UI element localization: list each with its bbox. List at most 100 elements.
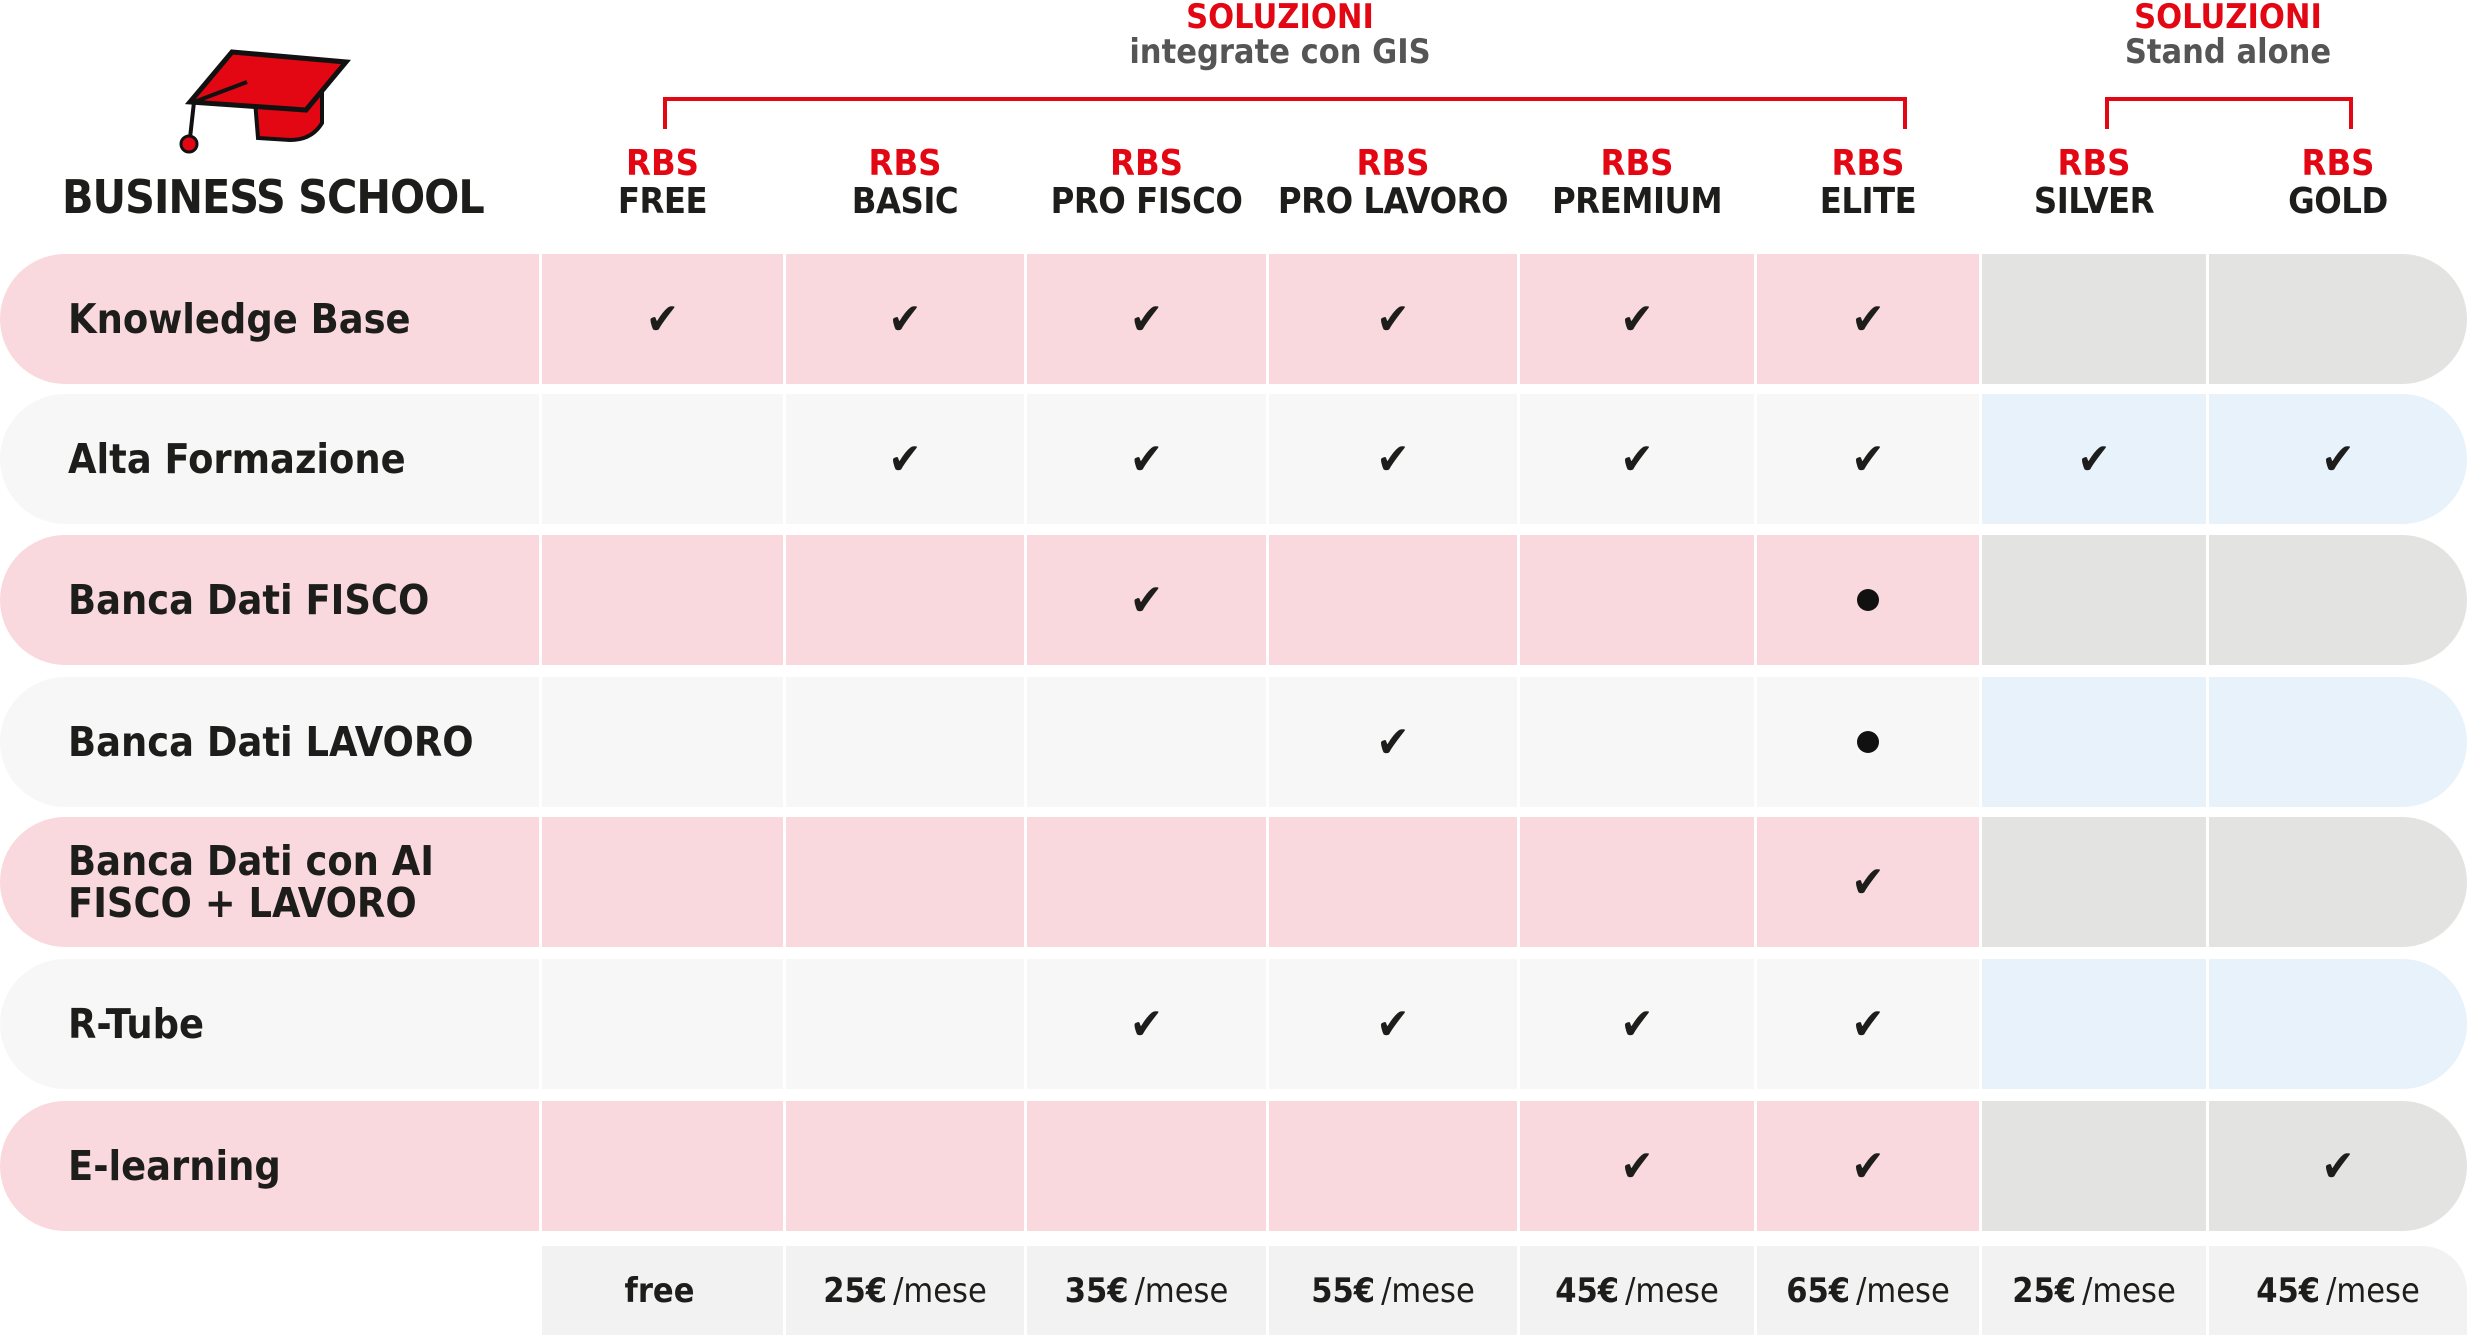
price-unit: /mese	[2082, 1270, 2176, 1311]
table-cell	[542, 677, 783, 807]
price-amount: 45€	[1555, 1270, 1620, 1311]
graduation-cap-icon	[179, 49, 351, 154]
column-header-pro-fisco: RBS PRO FISCO	[1027, 145, 1266, 221]
table-cell	[786, 677, 1024, 807]
table-cell: ✔	[1269, 254, 1517, 384]
check-icon: ✔	[1376, 433, 1410, 485]
table-cell: ✔	[542, 254, 783, 384]
check-icon: ✔	[1851, 293, 1885, 345]
check-icon: ✔	[1376, 716, 1410, 768]
check-icon: ✔	[1376, 293, 1410, 345]
group-subtitle: integrate con GIS	[1129, 32, 1431, 72]
column-prefix: RBS	[1110, 143, 1183, 184]
check-icon: ✔	[2321, 433, 2355, 485]
price-cell: 35€/mese	[1027, 1246, 1266, 1335]
table-cell: ✔	[1520, 254, 1754, 384]
check-icon: ✔	[1129, 574, 1164, 626]
price-amount: 65€	[1786, 1270, 1851, 1311]
table-cell: ✔	[1757, 254, 1979, 384]
check-icon: ✔	[1129, 293, 1164, 345]
row-label: Alta Formazione	[0, 394, 539, 524]
table-row: Knowledge Base ✔ ✔ ✔ ✔ ✔ ✔	[0, 254, 2467, 384]
column-prefix: RBS	[626, 143, 699, 184]
column-prefix: RBS	[1831, 143, 1905, 184]
table-row: E-learning ✔ ✔ ✔	[0, 1101, 2467, 1231]
row-label: R-Tube	[0, 959, 539, 1089]
table-row: Alta Formazione ✔ ✔ ✔ ✔ ✔ ✔ ✔	[0, 394, 2467, 524]
table-cell: ✔	[1520, 959, 1754, 1089]
check-icon: ✔	[1376, 998, 1410, 1050]
table-cell	[1269, 1101, 1517, 1231]
column-prefix: RBS	[1600, 143, 1674, 184]
standalone-bracket	[2105, 97, 2353, 129]
table-cell: ✔	[1982, 394, 2206, 524]
standalone-group-header: SOLUZIONI Stand alone	[2028, 0, 2428, 70]
table-cell: ✔	[1520, 394, 1754, 524]
column-prefix: RBS	[1356, 143, 1430, 184]
check-icon: ✔	[2321, 1140, 2355, 1192]
price-unit: /mese	[2326, 1270, 2420, 1311]
table-cell	[2209, 817, 2467, 947]
row-label: Banca Dati LAVORO	[0, 677, 539, 807]
price-amount: 55€	[1311, 1270, 1376, 1311]
table-cell: ✔	[1027, 535, 1266, 665]
table-cell	[1269, 535, 1517, 665]
check-icon: ✔	[1620, 1140, 1654, 1192]
price-amount: 35€	[1064, 1270, 1129, 1311]
check-icon: ✔	[1851, 433, 1885, 485]
column-name: PRO FISCO	[1050, 181, 1243, 222]
table-cell	[786, 817, 1024, 947]
table-cell: ✔	[1757, 394, 1979, 524]
table-cell: ✔	[2209, 1101, 2467, 1231]
check-icon: ✔	[1851, 856, 1885, 908]
table-cell: ✔	[1757, 1101, 1979, 1231]
price-cell: free	[542, 1246, 783, 1335]
check-icon: ✔	[1129, 998, 1164, 1050]
table-cell	[1269, 817, 1517, 947]
table-cell	[542, 817, 783, 947]
row-label: Banca Dati FISCO	[0, 535, 539, 665]
table-cell: ✔	[2209, 394, 2467, 524]
price-cell: 65€/mese	[1757, 1246, 1979, 1335]
price-cell: 25€/mese	[1982, 1246, 2206, 1335]
table-cell	[542, 959, 783, 1089]
check-icon: ✔	[2077, 433, 2111, 485]
column-header-premium: RBS PREMIUM	[1520, 145, 1754, 221]
column-header-pro-lavoro: RBS PRO LAVORO	[1269, 145, 1517, 221]
table-cell: ✔	[1027, 394, 1266, 524]
table-cell	[1520, 817, 1754, 947]
row-label: Knowledge Base	[0, 254, 539, 384]
table-cell: ✔	[1269, 959, 1517, 1089]
table-cell	[1982, 1101, 2206, 1231]
table-cell	[1027, 817, 1266, 947]
price-cell: 55€/mese	[1269, 1246, 1517, 1335]
dot-icon	[1857, 589, 1879, 611]
table-cell	[542, 394, 783, 524]
price-row: free 25€/mese 35€/mese 55€/mese 45€/mese 65€ /…	[542, 1246, 2467, 1335]
price-cell: 45€/mese	[1520, 1246, 1754, 1335]
price-amount: 45€	[2256, 1270, 2321, 1311]
table-cell: ✔	[786, 254, 1024, 384]
column-header-basic: RBS BASIC	[786, 145, 1024, 221]
price-unit: /mese	[1625, 1270, 1719, 1311]
check-icon: ✔	[1620, 998, 1654, 1050]
table-row: Banca Dati LAVORO ✔	[0, 677, 2467, 807]
price-unit: /mese	[893, 1270, 987, 1311]
gis-bracket	[663, 97, 1907, 129]
table-cell: ✔	[1757, 959, 1979, 1089]
row-label: Banca Dati con AI FISCO + LAVORO	[0, 817, 539, 947]
table-cell	[786, 1101, 1024, 1231]
table-cell	[1757, 535, 1979, 665]
check-icon: ✔	[888, 433, 922, 485]
table-cell	[1027, 1101, 1266, 1231]
column-prefix: RBS	[2301, 143, 2375, 184]
table-cell: ✔	[1269, 394, 1517, 524]
table-cell	[1982, 817, 2206, 947]
table-cell	[2209, 959, 2467, 1089]
table-cell: ✔	[1269, 677, 1517, 807]
check-icon: ✔	[888, 293, 922, 345]
table-cell: ✔	[1520, 1101, 1754, 1231]
price-unit: /mese	[1381, 1270, 1475, 1311]
table-cell	[542, 1101, 783, 1231]
column-name: ELITE	[1819, 181, 1917, 222]
